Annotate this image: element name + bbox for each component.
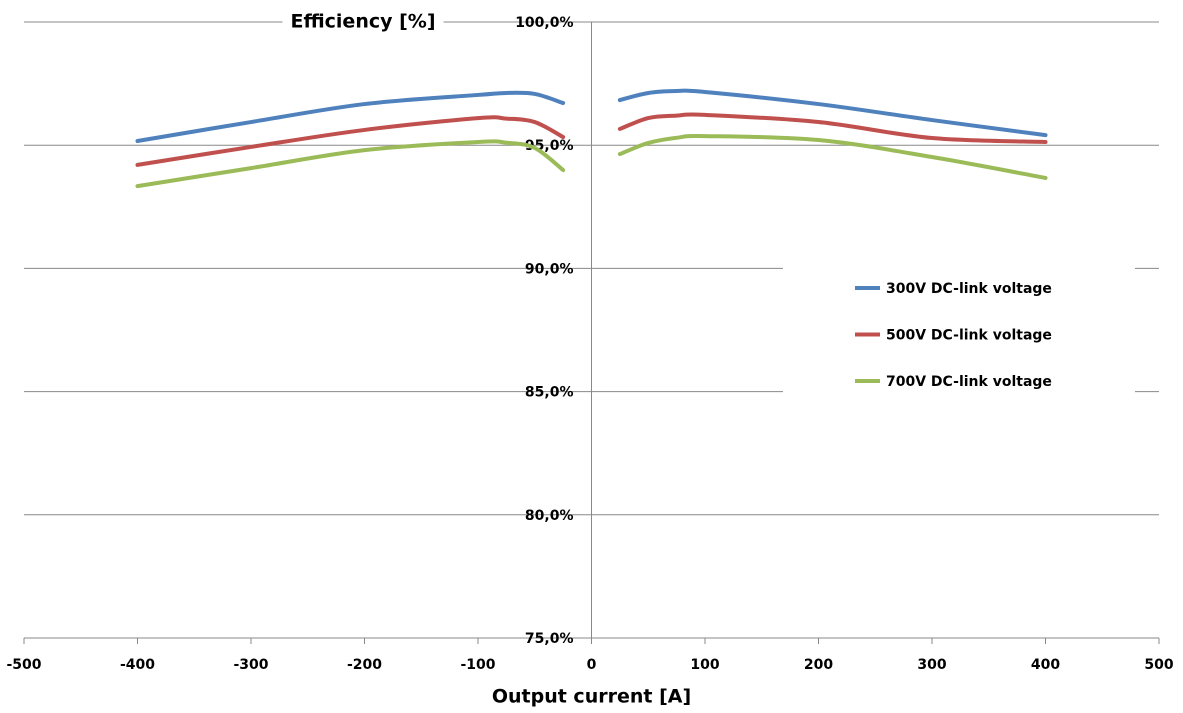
series-line	[135, 139, 566, 189]
series-line	[617, 134, 1048, 180]
legend-label: 500V DC-link voltage	[886, 328, 1052, 344]
legend-label: 700V DC-link voltage	[886, 374, 1052, 390]
x-tick-label: 100	[690, 657, 719, 673]
series-line	[135, 90, 566, 144]
series-line	[135, 115, 566, 167]
y-tick-label: 75,0%	[525, 631, 574, 647]
series-line	[617, 88, 1048, 138]
x-tick-label: -300	[233, 657, 268, 673]
x-tick-label: 300	[917, 657, 946, 673]
x-tick-label: 200	[804, 657, 833, 673]
x-tick-label: -100	[460, 657, 495, 673]
x-tick-label: 400	[1031, 657, 1060, 673]
x-tick-label: 0	[587, 657, 597, 673]
x-tick-label: -400	[120, 657, 155, 673]
legend-label: 300V DC-link voltage	[886, 281, 1052, 297]
x-tick-label: -200	[347, 657, 382, 673]
title-bg	[282, 8, 444, 35]
x-tick-label: 500	[1144, 657, 1173, 673]
y-tick-label: 100,0%	[515, 15, 573, 31]
legend-box	[783, 262, 1135, 402]
y-tick-label: 90,0%	[525, 261, 574, 277]
y-tick-label: 85,0%	[525, 385, 574, 401]
x-axis-label: Output current [A]	[492, 686, 691, 708]
series-line	[617, 112, 1048, 144]
chart-title: Efficiency [%]	[290, 11, 435, 33]
y-tick-label: 80,0%	[525, 508, 574, 524]
x-tick-label: -500	[6, 657, 41, 673]
